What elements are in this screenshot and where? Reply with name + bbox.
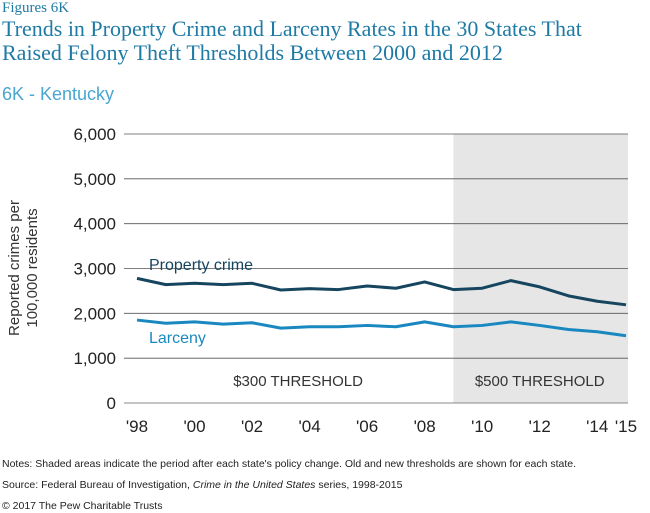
x-tick-label: '12 bbox=[529, 417, 551, 436]
threshold-label: $300 THRESHOLD bbox=[233, 373, 363, 390]
figure-label: Figures 6K bbox=[2, 0, 70, 16]
y-tick-label: 5,000 bbox=[73, 170, 116, 189]
x-tick-label: '10 bbox=[471, 417, 493, 436]
chart-subtitle: 6K - Kentucky bbox=[2, 84, 115, 104]
chart-title: Trends in Property Crime and Larceny Rat… bbox=[2, 16, 582, 65]
y-tick-label: 1,000 bbox=[73, 349, 116, 368]
series-line-larceny bbox=[136, 318, 627, 338]
source-suffix: series, 1998-2015 bbox=[315, 479, 403, 491]
x-tick-label: '02 bbox=[241, 417, 263, 436]
x-tick-label: '04 bbox=[299, 417, 321, 436]
x-tick-label: '15 bbox=[615, 417, 637, 436]
y-axis-label: Reported crimes per100,000 residents bbox=[6, 200, 41, 336]
y-tick-label: 2,000 bbox=[73, 304, 116, 323]
x-tick-label: '06 bbox=[356, 417, 378, 436]
y-tick-label: 4,000 bbox=[73, 215, 116, 234]
series-line-property-crime bbox=[136, 276, 627, 307]
chart-source: Source: Federal Bureau of Investigation,… bbox=[2, 479, 402, 491]
series-label: Larceny bbox=[149, 330, 206, 347]
y-tick-label: 3,000 bbox=[73, 260, 116, 279]
x-tick-label: '08 bbox=[414, 417, 436, 436]
x-tick-label: '14 bbox=[586, 417, 608, 436]
chart-notes: Notes: Shaded areas indicate the period … bbox=[2, 458, 577, 470]
y-axis-label-line: 100,000 residents bbox=[24, 208, 41, 327]
copyright: © 2017 The Pew Charitable Trusts bbox=[2, 500, 163, 512]
series-label: Property crime bbox=[149, 257, 253, 274]
y-tick-label: 6,000 bbox=[73, 125, 116, 144]
y-tick-label: 0 bbox=[107, 394, 116, 413]
x-tick-label: '98 bbox=[126, 417, 148, 436]
threshold-label: $500 THRESHOLD bbox=[475, 373, 605, 390]
y-axis-label-line: Reported crimes per bbox=[6, 200, 23, 336]
x-tick-label: '00 bbox=[183, 417, 205, 436]
source-prefix: Source: Federal Bureau of Investigation, bbox=[2, 479, 193, 491]
source-title: Crime in the United States bbox=[192, 479, 316, 491]
